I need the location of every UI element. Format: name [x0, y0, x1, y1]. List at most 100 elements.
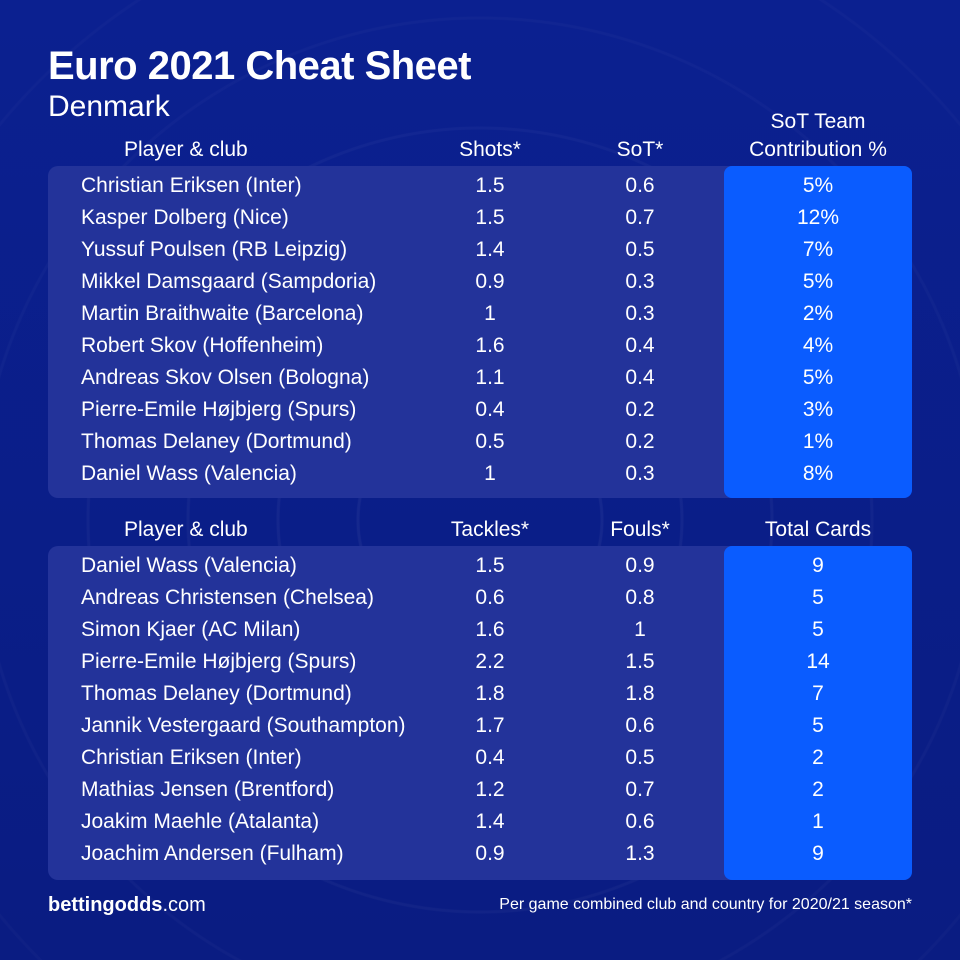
fouls-value: 0.5: [625, 746, 655, 769]
table2-body: Daniel Wass (Valencia) 1.5 0.9 9 Andreas Ch…: [48, 550, 912, 870]
shots-value: 1: [484, 302, 496, 325]
player-name: Mathias Jensen (Brentford): [81, 778, 335, 801]
table-row: Simon Kjaer (AC Milan) 1.6 1 5: [48, 614, 912, 646]
tackles-value: 1.2: [475, 778, 505, 801]
sot-value: 0.4: [625, 334, 655, 357]
shots-value: 1: [484, 462, 496, 485]
player-name: Pierre-Emile Højbjerg (Spurs): [81, 650, 357, 673]
tackles-value: 0.9: [475, 842, 505, 865]
table-row: Mikkel Damsgaard (Sampdoria) 0.9 0.3 5%: [48, 266, 912, 298]
table-row: Christian Eriksen (Inter) 1.5 0.6 5%: [48, 170, 912, 202]
player-name: Christian Eriksen (Inter): [81, 174, 302, 197]
table-row: Christian Eriksen (Inter) 0.4 0.5 2: [48, 742, 912, 774]
table2-header-fouls: Fouls*: [610, 518, 670, 541]
table-row: Daniel Wass (Valencia) 1.5 0.9 9: [48, 550, 912, 582]
tackles-value: 1.6: [475, 618, 505, 641]
tackles-value: 0.4: [475, 746, 505, 769]
tackles-value: 1.5: [475, 554, 505, 577]
player-name: Jannik Vestergaard (Southampton): [81, 714, 406, 737]
shots-value: 1.5: [475, 206, 505, 229]
fouls-value: 0.9: [625, 554, 655, 577]
table-row: Robert Skov (Hoffenheim) 1.6 0.4 4%: [48, 330, 912, 362]
player-name: Simon Kjaer (AC Milan): [81, 618, 301, 641]
player-name: Christian Eriksen (Inter): [81, 746, 302, 769]
tackles-value: 1.8: [475, 682, 505, 705]
player-name: Pierre-Emile Højbjerg (Spurs): [81, 398, 357, 421]
shots-value: 1.5: [475, 174, 505, 197]
player-name: Joachim Andersen (Fulham): [81, 842, 344, 865]
table1-body: Christian Eriksen (Inter) 1.5 0.6 5% Kasper…: [48, 170, 912, 490]
shots-value: 0.5: [475, 430, 505, 453]
page-title: Euro 2021 Cheat Sheet: [48, 44, 472, 88]
cards-value: 9: [812, 842, 824, 865]
cards-value: 9: [812, 554, 824, 577]
fouls-value: 1.8: [625, 682, 655, 705]
player-name: Robert Skov (Hoffenheim): [81, 334, 324, 357]
brand-logo: bettingodds.com: [48, 894, 206, 917]
shots-value: 1.4: [475, 238, 505, 261]
sot-value: 0.7: [625, 206, 655, 229]
contribution-value: 4%: [802, 334, 834, 357]
sot-value: 0.3: [625, 462, 655, 485]
contribution-value: 7%: [802, 238, 834, 261]
cards-value: 2: [812, 746, 824, 769]
table-row: Andreas Christensen (Chelsea) 0.6 0.8 5: [48, 582, 912, 614]
table-row: Martin Braithwaite (Barcelona) 1 0.3 2%: [48, 298, 912, 330]
table2-highlight-column: [724, 546, 912, 880]
table-row: Jannik Vestergaard (Southampton) 1.7 0.6 5: [48, 710, 912, 742]
cards-value: 2: [812, 778, 824, 801]
cards-value: 7: [812, 682, 824, 705]
fouls-value: 1: [634, 618, 646, 641]
player-name: Andreas Christensen (Chelsea): [81, 586, 374, 609]
table2-header-tackles: Tackles*: [450, 518, 530, 541]
contribution-value: 1%: [802, 430, 834, 453]
table1-header-contribution-line1: SoT Team: [770, 110, 866, 133]
contribution-value: 8%: [802, 462, 834, 485]
cards-value: 5: [812, 714, 824, 737]
shots-value: 1.6: [475, 334, 505, 357]
fouls-value: 0.6: [625, 810, 655, 833]
contribution-value: 2%: [802, 302, 834, 325]
sot-value: 0.3: [625, 302, 655, 325]
table1-header-sot: SoT*: [616, 138, 664, 161]
player-name: Andreas Skov Olsen (Bologna): [81, 366, 370, 389]
sot-value: 0.4: [625, 366, 655, 389]
cards-value: 5: [812, 618, 824, 641]
player-name: Martin Braithwaite (Barcelona): [81, 302, 364, 325]
table-row: Andreas Skov Olsen (Bologna) 1.1 0.4 5%: [48, 362, 912, 394]
cards-value: 1: [812, 810, 824, 833]
fouls-value: 0.6: [625, 714, 655, 737]
sot-value: 0.3: [625, 270, 655, 293]
sot-value: 0.6: [625, 174, 655, 197]
contribution-value: 5%: [802, 270, 834, 293]
player-name: Daniel Wass (Valencia): [81, 554, 297, 577]
page-subtitle: Denmark: [48, 90, 170, 123]
sot-value: 0.2: [625, 398, 655, 421]
table-row: Pierre-Emile Højbjerg (Spurs) 0.4 0.2 3%: [48, 394, 912, 426]
table1-header-contribution-line2: Contribution %: [749, 138, 887, 161]
table2-header-player: Player & club: [124, 518, 248, 541]
brand-name-bold: bettingodds: [48, 894, 163, 916]
table-row: Kasper Dolberg (Nice) 1.5 0.7 12%: [48, 202, 912, 234]
tackles-value: 2.2: [475, 650, 505, 673]
contribution-value: 12%: [796, 206, 840, 229]
footnote: Per game combined club and country for 2…: [499, 896, 912, 913]
tackles-value: 1.7: [475, 714, 505, 737]
player-name: Mikkel Damsgaard (Sampdoria): [81, 270, 377, 293]
table-row: Joachim Andersen (Fulham) 0.9 1.3 9: [48, 838, 912, 870]
player-name: Kasper Dolberg (Nice): [81, 206, 289, 229]
cards-value: 14: [806, 650, 830, 673]
sot-value: 0.2: [625, 430, 655, 453]
player-name: Yussuf Poulsen (RB Leipzig): [81, 238, 348, 261]
player-name: Joakim Maehle (Atalanta): [81, 810, 320, 833]
contribution-value: 5%: [802, 366, 834, 389]
fouls-value: 1.5: [625, 650, 655, 673]
table-row: Mathias Jensen (Brentford) 1.2 0.7 2: [48, 774, 912, 806]
shots-value: 0.4: [475, 398, 505, 421]
cards-value: 5: [812, 586, 824, 609]
contribution-value: 3%: [802, 398, 834, 421]
fouls-value: 1.3: [625, 842, 655, 865]
fouls-value: 0.8: [625, 586, 655, 609]
table1-header-player: Player & club: [124, 138, 248, 161]
shots-value: 0.9: [475, 270, 505, 293]
